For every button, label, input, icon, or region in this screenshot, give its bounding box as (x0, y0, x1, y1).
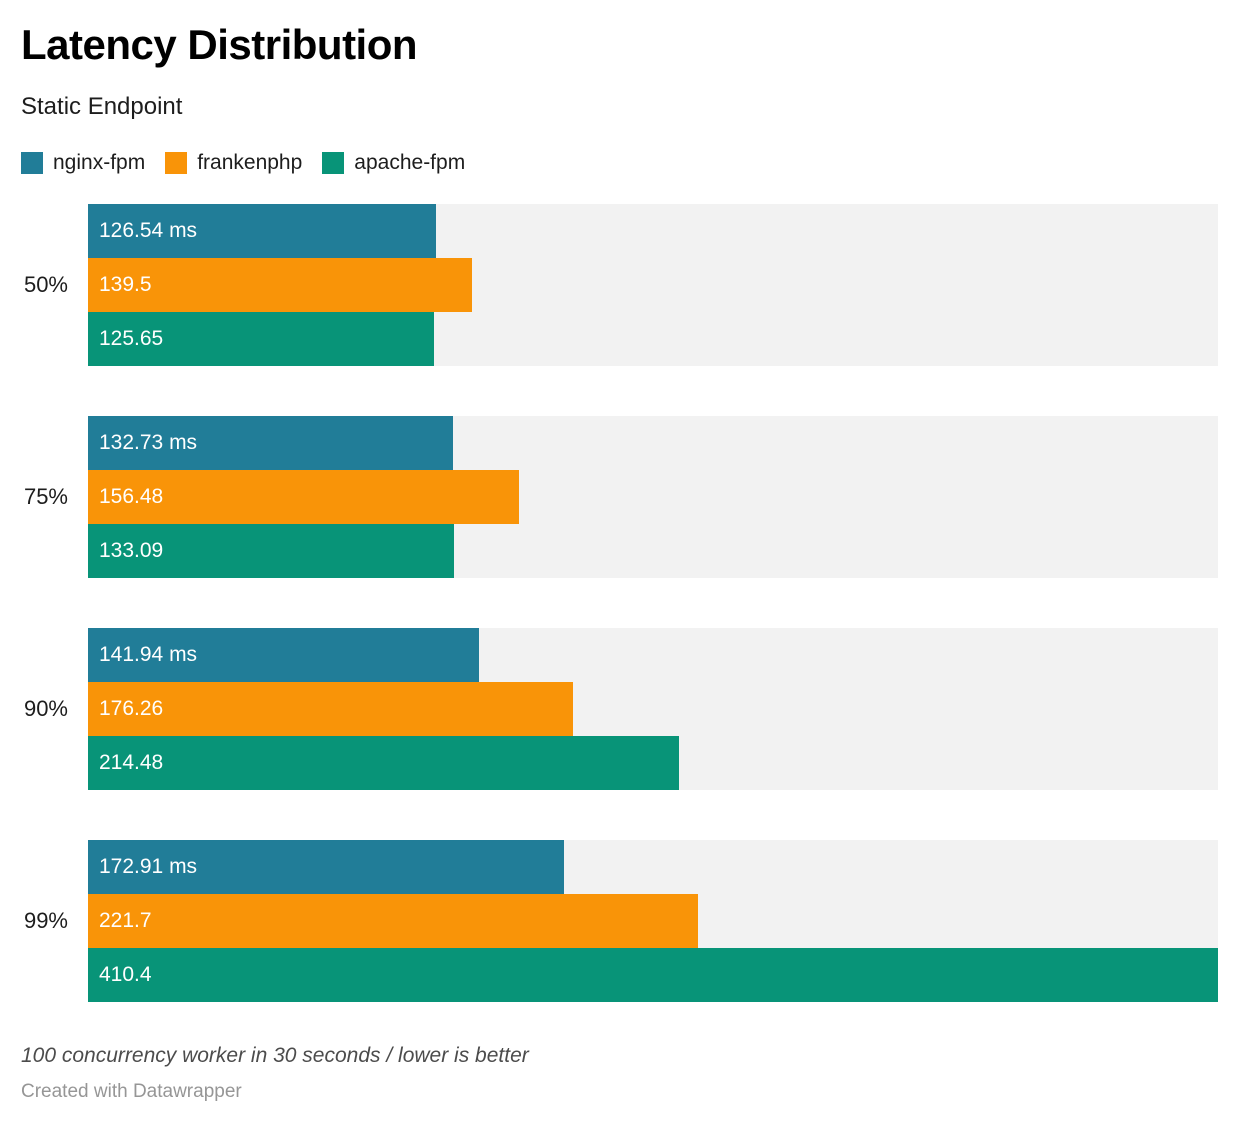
bar-apache-fpm: 133.09 (88, 523, 455, 578)
chart-subtitle: Static Endpoint (21, 93, 183, 120)
bar-value-label: 132.73 ms (99, 430, 198, 454)
bar-nginx-fpm: 132.73 ms (88, 415, 454, 470)
bar-value-label: 410.4 (99, 962, 152, 986)
chart-note: 100 concurrency worker in 30 seconds / l… (21, 1043, 529, 1067)
bar-value-label: 214.48 (99, 750, 164, 774)
legend-swatch-nginx-fpm (21, 151, 43, 174)
bar-value-label: 172.91 ms (99, 854, 198, 878)
bar-value-label: 133.09 (99, 538, 164, 562)
bar-apache-fpm: 214.48 (88, 735, 679, 790)
bar-value-label: 126.54 ms (99, 218, 198, 242)
bar-frankenphp: 139.5 (88, 257, 473, 312)
bar-group-99pct: 99% 172.91 ms 221.7 410.4 (21, 839, 1218, 1002)
bar-nginx-fpm: 126.54 ms (88, 203, 437, 258)
bar-apache-fpm: 410.4 (88, 947, 1218, 1002)
chart-page: Latency Distribution Static Endpoint ngi… (21, 21, 1218, 1103)
legend-label: frankenphp (197, 150, 303, 174)
chart: 50% 126.54 ms 139.5 125.65 75% 132.73 ms 156.4… (21, 203, 1218, 1002)
category-label: 75% (23, 483, 68, 509)
category-label: 99% (23, 907, 68, 933)
legend: nginx-fpm frankenphp apache-fpm (21, 151, 1218, 175)
bar-value-label: 141.94 ms (99, 642, 198, 666)
legend-item-nginx-fpm: nginx-fpm (21, 151, 145, 175)
bar-track: 132.73 ms 156.48 133.09 (88, 415, 1218, 578)
category-label: 90% (23, 695, 68, 721)
bar-value-label: 139.5 (99, 272, 152, 296)
chart-title: Latency Distribution (21, 21, 418, 68)
legend-label: apache-fpm (354, 150, 466, 174)
bar-group-90pct: 90% 141.94 ms 176.26 214.48 (21, 627, 1218, 790)
bar-group-75pct: 75% 132.73 ms 156.48 133.09 (21, 415, 1218, 578)
chart-footer: 100 concurrency worker in 30 seconds / l… (21, 1044, 1218, 1103)
bar-track: 126.54 ms 139.5 125.65 (88, 203, 1218, 366)
legend-swatch-apache-fpm (322, 151, 345, 174)
bar-track: 141.94 ms 176.26 214.48 (88, 627, 1218, 790)
legend-swatch-frankenphp (165, 151, 188, 174)
bar-frankenphp: 221.7 (88, 893, 699, 948)
datawrapper-byline: Created with Datawrapper (21, 1080, 242, 1102)
bar-value-label: 176.26 (99, 696, 164, 720)
bar-nginx-fpm: 172.91 ms (88, 839, 565, 894)
legend-item-apache-fpm: apache-fpm (322, 151, 465, 175)
bar-value-label: 125.65 (99, 326, 164, 350)
bar-frankenphp: 176.26 (88, 681, 574, 736)
bar-frankenphp: 156.48 (88, 469, 519, 524)
category-label: 50% (23, 271, 68, 297)
bar-track: 172.91 ms 221.7 410.4 (88, 839, 1218, 1002)
bar-apache-fpm: 125.65 (88, 311, 434, 366)
legend-item-frankenphp: frankenphp (165, 151, 302, 175)
bar-value-label: 221.7 (99, 908, 152, 932)
legend-label: nginx-fpm (53, 150, 146, 174)
bar-group-50pct: 50% 126.54 ms 139.5 125.65 (21, 203, 1218, 366)
bar-nginx-fpm: 141.94 ms (88, 627, 479, 682)
bar-value-label: 156.48 (99, 484, 164, 508)
